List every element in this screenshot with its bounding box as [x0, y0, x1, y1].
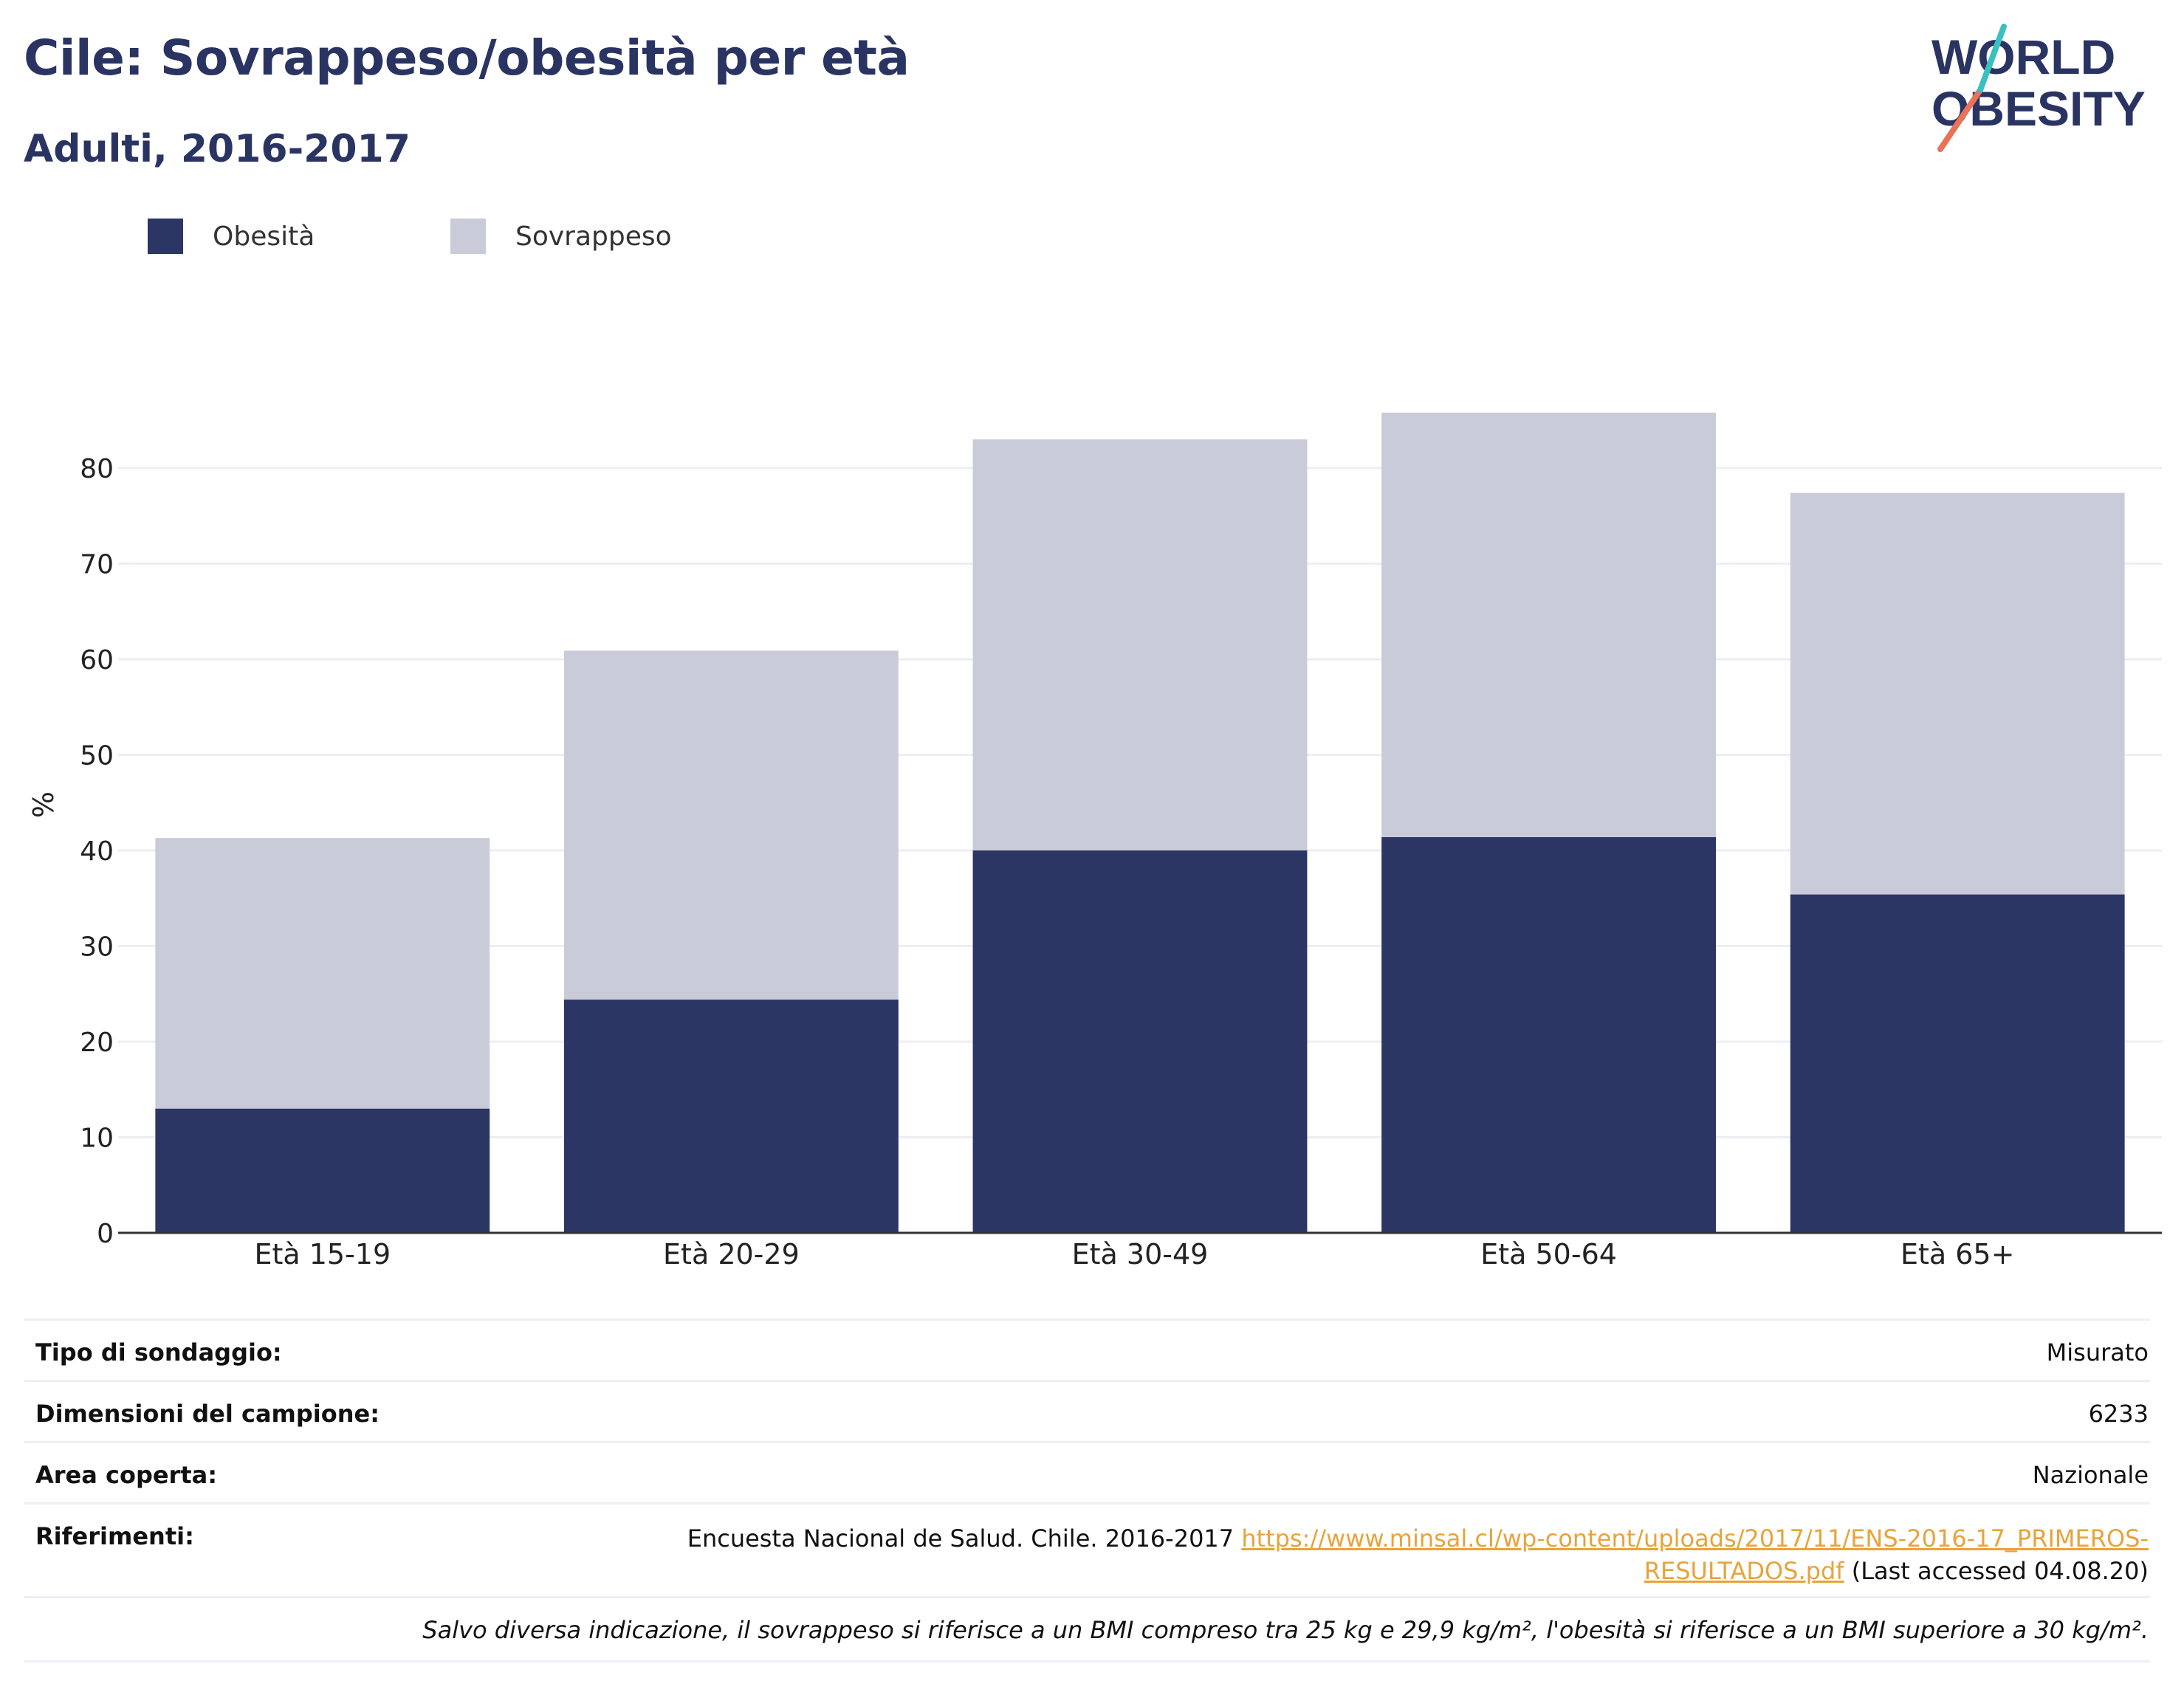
x-tick-label: Età 15-19	[254, 1238, 391, 1271]
legend-label-obesity: Obesità	[213, 221, 315, 252]
footnote: Salvo diversa indicazione, il sovrappeso…	[422, 1616, 2149, 1644]
x-tick-label: Età 65+	[1900, 1238, 2014, 1271]
y-tick-label: 80	[80, 454, 114, 484]
bar-obesity	[1381, 836, 1717, 1233]
area-value: Nazionale	[2032, 1461, 2149, 1489]
y-tick-label: 30	[80, 932, 114, 963]
bar-overweight	[1381, 412, 1717, 837]
bar-overweight	[155, 838, 490, 1109]
world-obesity-logo: WORLD OBESITY	[1931, 24, 2146, 152]
y-tick-label: 40	[80, 836, 114, 867]
legend-item-overweight[interactable]: Sovrappeso	[450, 219, 672, 254]
info-row-survey-type: Tipo di sondaggio: Misurato	[24, 1318, 2150, 1380]
chart-subtitle: Adulti, 2016-2017	[24, 127, 411, 171]
bar-obesity	[155, 1108, 490, 1233]
bar-overweight	[1790, 492, 2125, 895]
y-tick-label: 20	[80, 1028, 114, 1058]
y-axis-title: %	[27, 791, 60, 818]
stacked-bar-chart: 0 10 20 30 40 50 60 70 80% Età 15-19 Età 20-29 Età …	[27, 412, 2162, 1271]
references-accessed: (Last accessed 04.08.20)	[1851, 1557, 2149, 1585]
area-label: Area coperta:	[35, 1461, 218, 1489]
logo-slash-orange	[1937, 87, 1983, 152]
x-tick-label: Età 50-64	[1480, 1238, 1617, 1271]
legend-label-overweight: Sovrappeso	[515, 221, 672, 252]
y-tick-label: 70	[80, 550, 114, 580]
logo-slash-teal	[1977, 24, 2007, 93]
y-tick-label: 0	[97, 1219, 114, 1249]
bar-obesity	[972, 850, 1308, 1233]
y-tick-label: 10	[80, 1124, 114, 1154]
y-tick-label: 50	[80, 741, 114, 771]
references-text: Encuesta Nacional de Salud. Chile. 2016-…	[687, 1524, 1234, 1553]
references-link-part2[interactable]: RESULTADOS.pdf	[1644, 1557, 1844, 1585]
info-row-references: Riferimenti: Encuesta Nacional de Salud.…	[24, 1502, 2150, 1596]
bar-obesity	[563, 1000, 899, 1233]
references-label: Riferimenti:	[35, 1522, 194, 1550]
sample-size-label: Dimensioni del campione:	[35, 1400, 380, 1428]
bar-overweight	[972, 439, 1308, 850]
legend-swatch-overweight	[450, 219, 486, 254]
logo-line1: WORLD	[1931, 30, 2115, 84]
chart-title: Cile: Sovrappeso/obesità per età	[24, 30, 910, 86]
references-link-part1[interactable]: https://www.minsal.cl/wp-content/uploads…	[1241, 1524, 2149, 1553]
x-tick-label: Età 30-49	[1072, 1238, 1209, 1271]
info-row-area: Area coperta: Nazionale	[24, 1441, 2150, 1502]
survey-type-value: Misurato	[2046, 1338, 2149, 1366]
legend-swatch-obesity	[148, 219, 183, 254]
survey-type-label: Tipo di sondaggio:	[35, 1338, 282, 1366]
x-tick-label: Età 20-29	[663, 1238, 800, 1271]
references-value: Encuesta Nacional de Salud. Chile. 2016-…	[687, 1522, 2149, 1587]
y-tick-label: 60	[80, 645, 114, 675]
sample-size-value: 6233	[2088, 1400, 2149, 1428]
info-row-sample-size: Dimensioni del campione: 6233	[24, 1380, 2150, 1441]
bar-obesity	[1790, 894, 2125, 1233]
legend-item-obesity[interactable]: Obesità	[148, 219, 315, 254]
info-row-note: Salvo diversa indicazione, il sovrappeso…	[24, 1596, 2150, 1663]
bar-overweight	[563, 650, 899, 1000]
info-table: Tipo di sondaggio: Misurato Dimensioni d…	[24, 1318, 2150, 1663]
